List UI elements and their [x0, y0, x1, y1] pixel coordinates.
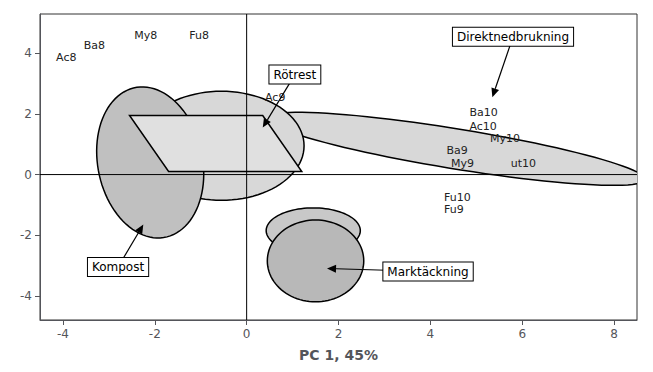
svg-text:ut10: ut10 — [511, 157, 536, 170]
svg-text:My10: My10 — [490, 132, 520, 145]
svg-text:Kompost: Kompost — [92, 260, 145, 274]
svg-text:-2: -2 — [149, 327, 161, 341]
svg-text:0: 0 — [24, 168, 32, 182]
svg-text:8: 8 — [610, 327, 618, 341]
svg-text:-4: -4 — [20, 289, 32, 303]
svg-text:PC 1, 45%: PC 1, 45% — [299, 347, 378, 363]
svg-text:Direktnedbrukning: Direktnedbrukning — [457, 30, 569, 44]
svg-text:Rötrest: Rötrest — [273, 68, 316, 82]
svg-text:Fu8: Fu8 — [189, 29, 209, 42]
svg-text:Ac9: Ac9 — [265, 91, 285, 104]
svg-text:Fu9: Fu9 — [444, 203, 464, 216]
svg-text:Ac8: Ac8 — [56, 51, 76, 64]
svg-text:My9: My9 — [451, 157, 474, 170]
svg-text:-2: -2 — [20, 228, 32, 242]
svg-text:6: 6 — [518, 327, 526, 341]
svg-text:My8: My8 — [134, 29, 157, 42]
svg-text:Ba8: Ba8 — [84, 39, 105, 52]
svg-text:Ac10: Ac10 — [469, 120, 496, 133]
svg-text:Marktäckning: Marktäckning — [387, 265, 468, 279]
svg-text:4: 4 — [24, 46, 32, 60]
svg-text:-4: -4 — [57, 327, 69, 341]
svg-text:2: 2 — [24, 107, 32, 121]
svg-text:Ba9: Ba9 — [446, 144, 467, 157]
svg-text:4: 4 — [427, 327, 435, 341]
svg-text:0: 0 — [243, 327, 251, 341]
svg-text:Ba10: Ba10 — [469, 106, 497, 119]
svg-text:Fu10: Fu10 — [444, 191, 471, 204]
svg-text:2: 2 — [335, 327, 343, 341]
